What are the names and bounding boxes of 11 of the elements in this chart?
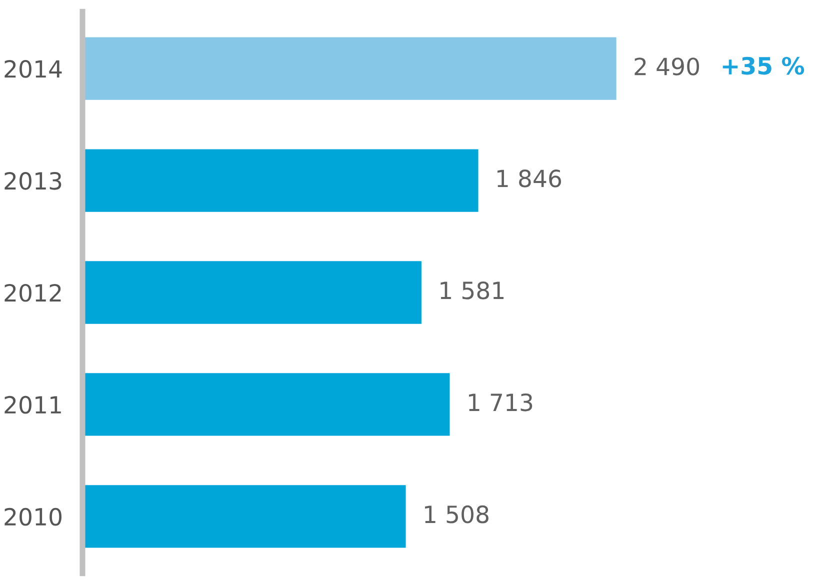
text: +35 % bbox=[722, 56, 804, 75]
data-label: 2 490 bbox=[634, 58, 700, 76]
y-tick-label: 2012 bbox=[4, 284, 61, 302]
data-label: 1 713 bbox=[469, 393, 532, 412]
data-label: 1 846 bbox=[498, 170, 562, 188]
y-tick-label: 2014 bbox=[4, 60, 62, 78]
data-label: 1 508 bbox=[425, 505, 488, 524]
y-tick-label: 2010 bbox=[4, 508, 62, 526]
data-label: 1 581 bbox=[440, 281, 504, 300]
y-tick-label: 2013 bbox=[4, 172, 62, 190]
y-tick-label: 2011 bbox=[4, 396, 61, 414]
